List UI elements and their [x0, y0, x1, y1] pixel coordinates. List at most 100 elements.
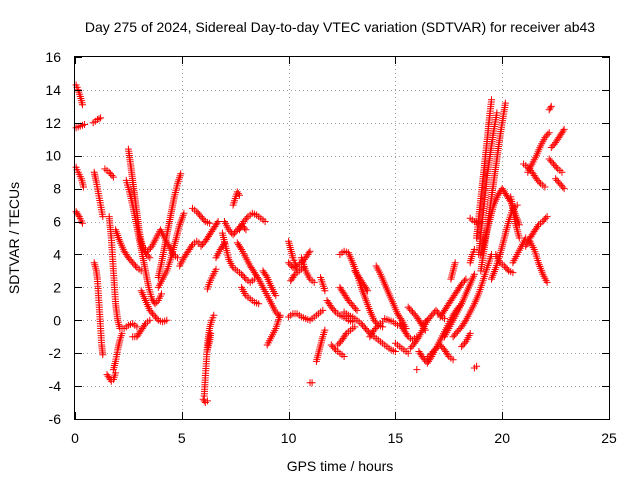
data-point	[93, 116, 101, 123]
data-point	[151, 300, 159, 308]
y-tick-label: 16	[45, 49, 61, 65]
data-point	[146, 254, 154, 262]
data-point	[423, 316, 431, 324]
data-point	[137, 267, 145, 275]
data-point	[542, 214, 550, 222]
data-point	[391, 348, 399, 355]
y-tick-label: 8	[53, 181, 61, 197]
data-point	[321, 326, 329, 334]
data-point	[327, 303, 335, 311]
data-point	[559, 183, 567, 191]
data-point	[363, 285, 371, 293]
data-point	[127, 257, 135, 265]
data-point	[428, 349, 436, 357]
data-point	[461, 318, 469, 326]
data-point	[232, 227, 240, 235]
data-point	[177, 170, 185, 178]
data-point	[144, 252, 152, 260]
data-point	[546, 104, 554, 112]
data-point	[344, 297, 352, 304]
data-point	[243, 214, 251, 222]
data-point	[241, 274, 248, 281]
data-point	[132, 262, 139, 270]
data-point	[350, 303, 358, 311]
data-point	[554, 178, 562, 186]
data-point	[357, 320, 365, 328]
x-tick-label: 5	[178, 430, 186, 446]
x-tick-label: 15	[388, 430, 404, 446]
data-point	[560, 125, 568, 133]
data-point	[513, 201, 521, 209]
data-point	[207, 329, 215, 337]
data-point	[542, 132, 550, 140]
x-axis-tick-labels: 0 5 10 15 20 25	[71, 430, 617, 446]
data-point	[449, 356, 457, 364]
data-point	[548, 158, 556, 166]
data-point	[95, 115, 103, 123]
data-point	[547, 102, 555, 110]
data-point	[187, 242, 195, 250]
data-point	[444, 351, 452, 359]
data-point	[541, 134, 549, 142]
data-point	[99, 351, 107, 359]
data-point	[240, 218, 248, 225]
data-point	[459, 278, 467, 286]
data-point	[276, 311, 284, 319]
data-point	[509, 269, 517, 277]
data-point	[305, 249, 313, 257]
x-tick-label: 0	[71, 430, 79, 446]
data-point	[341, 331, 349, 339]
data-point	[552, 163, 560, 171]
data-point	[203, 397, 211, 405]
data-point	[254, 274, 262, 281]
data-point	[109, 173, 117, 181]
data-point	[558, 168, 566, 176]
data-point	[273, 310, 281, 318]
data-point	[261, 218, 269, 225]
data-point	[145, 246, 153, 253]
data-point	[108, 172, 116, 179]
x-tick-label: 10	[281, 430, 297, 446]
data-point	[308, 379, 316, 387]
data-point	[553, 176, 561, 184]
data-point	[330, 344, 338, 352]
axis-ticks	[75, 57, 610, 420]
data-point	[236, 191, 243, 199]
data-point	[544, 130, 552, 138]
data-point	[470, 270, 478, 278]
y-tick-label: 4	[53, 246, 61, 262]
data-point	[363, 326, 371, 334]
data-point	[359, 321, 367, 329]
data-point	[433, 308, 441, 316]
data-point	[466, 329, 474, 337]
data-point	[453, 328, 461, 336]
data-point	[286, 260, 294, 268]
y-tick-label: -4	[49, 378, 62, 394]
data-point	[234, 190, 242, 198]
data-point	[431, 346, 439, 354]
data-point	[118, 329, 126, 337]
y-tick-label: 12	[45, 115, 61, 131]
y-tick-label: 6	[53, 214, 61, 230]
data-point	[451, 259, 459, 267]
data-point	[99, 213, 107, 221]
data-point	[214, 218, 222, 225]
x-tick-label: 20	[494, 430, 510, 446]
data-point	[144, 247, 152, 255]
data-point	[458, 343, 466, 351]
data-point	[198, 241, 206, 249]
data-point	[321, 287, 329, 295]
data-point	[255, 300, 263, 308]
y-tick-label: 14	[45, 82, 61, 98]
data-point	[373, 323, 381, 331]
data-point	[153, 298, 161, 306]
data-point	[543, 278, 551, 286]
data-point	[126, 255, 134, 263]
data-point	[404, 349, 412, 357]
y-tick-label: 10	[45, 148, 61, 164]
data-point	[238, 270, 246, 278]
y-tick-label: -2	[49, 345, 62, 361]
data-point	[163, 316, 171, 324]
data-point	[533, 223, 541, 230]
